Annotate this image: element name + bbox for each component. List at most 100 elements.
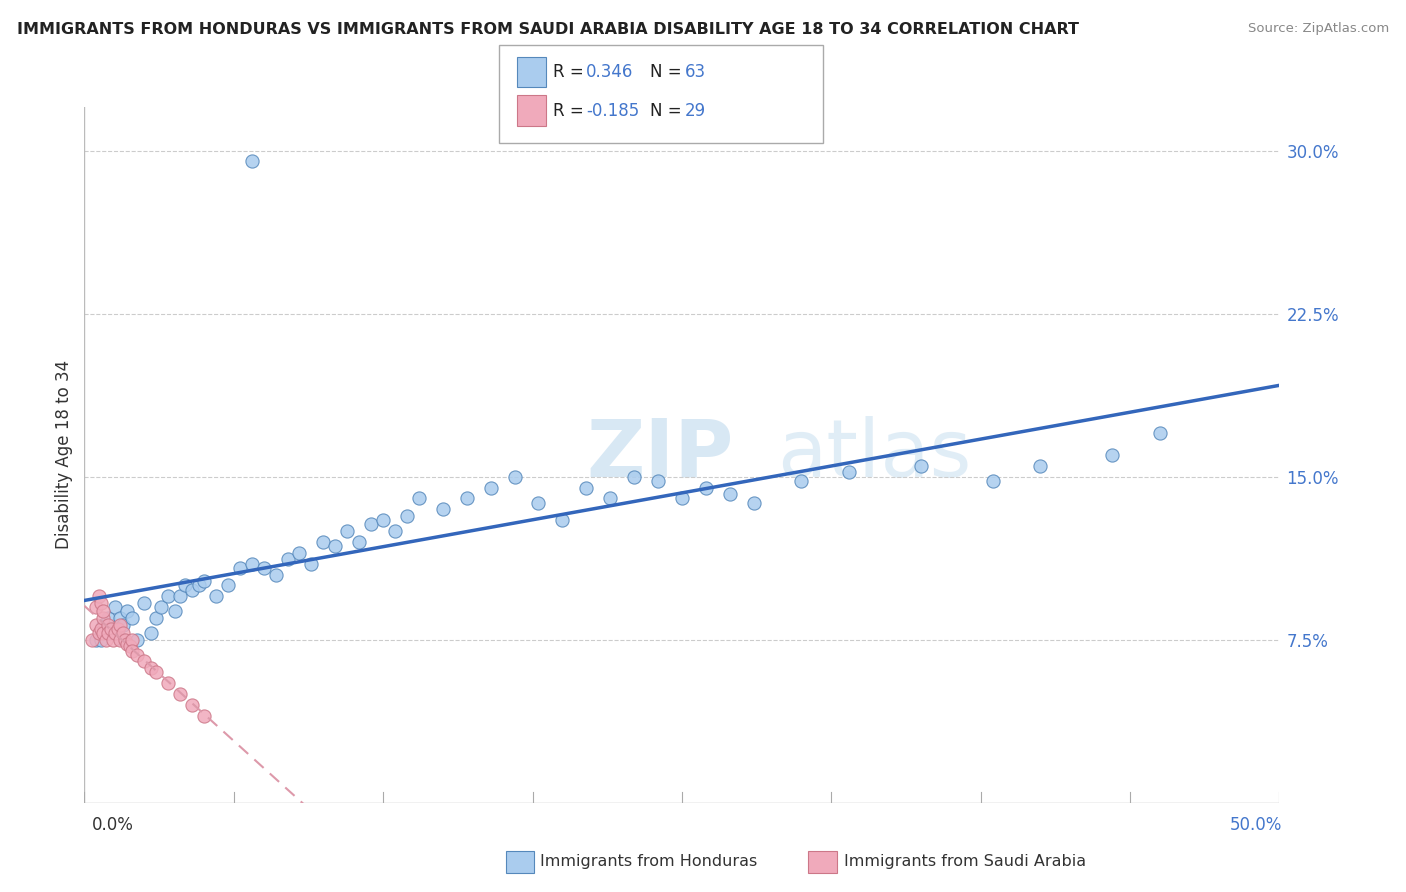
- Point: [111, 626, 134, 640]
- Point: [205, 589, 228, 603]
- Point: [90, 622, 112, 636]
- Point: [301, 557, 323, 571]
- Point: [93, 617, 115, 632]
- Point: [90, 596, 112, 610]
- Point: [1029, 458, 1052, 473]
- Point: [503, 469, 526, 483]
- Point: [742, 496, 765, 510]
- Point: [87, 589, 110, 603]
- Point: [408, 491, 430, 506]
- Point: [240, 154, 263, 169]
- Y-axis label: Disability Age 18 to 34: Disability Age 18 to 34: [55, 360, 73, 549]
- Point: [114, 632, 136, 647]
- Point: [93, 605, 115, 619]
- Text: N =: N =: [650, 102, 686, 120]
- Text: Immigrants from Honduras: Immigrants from Honduras: [540, 855, 758, 869]
- Text: R =: R =: [553, 102, 589, 120]
- Point: [90, 632, 112, 647]
- Point: [110, 611, 132, 625]
- Point: [695, 481, 717, 495]
- Point: [193, 574, 215, 588]
- Text: 50.0%: 50.0%: [1230, 816, 1282, 834]
- Text: N =: N =: [650, 63, 686, 81]
- Point: [141, 661, 163, 675]
- Point: [86, 617, 108, 632]
- Point: [228, 561, 252, 575]
- Point: [110, 617, 132, 632]
- Point: [169, 589, 191, 603]
- Point: [97, 626, 120, 640]
- Text: IMMIGRANTS FROM HONDURAS VS IMMIGRANTS FROM SAUDI ARABIA DISABILITY AGE 18 TO 34: IMMIGRANTS FROM HONDURAS VS IMMIGRANTS F…: [17, 22, 1078, 37]
- Point: [93, 611, 115, 625]
- Point: [101, 632, 124, 647]
- Point: [94, 632, 117, 647]
- Point: [117, 637, 139, 651]
- Point: [107, 622, 129, 636]
- Point: [277, 552, 299, 566]
- Text: Source: ZipAtlas.com: Source: ZipAtlas.com: [1249, 22, 1389, 36]
- Point: [623, 469, 645, 483]
- Point: [93, 626, 115, 640]
- Point: [647, 474, 669, 488]
- Point: [101, 626, 124, 640]
- Point: [479, 481, 502, 495]
- Point: [790, 474, 813, 488]
- Point: [180, 582, 202, 597]
- Point: [599, 491, 621, 506]
- Point: [527, 496, 550, 510]
- Point: [118, 639, 141, 653]
- Point: [384, 524, 406, 538]
- Point: [323, 539, 347, 553]
- Point: [575, 481, 598, 495]
- Point: [110, 632, 132, 647]
- Point: [100, 622, 122, 636]
- Point: [336, 524, 359, 538]
- Point: [173, 578, 195, 592]
- Point: [104, 626, 127, 640]
- Text: -0.185: -0.185: [586, 102, 640, 120]
- Point: [1149, 426, 1171, 441]
- Point: [180, 698, 202, 712]
- Point: [838, 466, 860, 480]
- Point: [121, 632, 143, 647]
- Point: [169, 687, 191, 701]
- Point: [97, 622, 120, 636]
- Point: [86, 632, 108, 647]
- Point: [1101, 448, 1123, 462]
- Point: [360, 517, 382, 532]
- Point: [145, 611, 167, 625]
- Point: [117, 605, 139, 619]
- Point: [981, 474, 1004, 488]
- Point: [157, 676, 180, 690]
- Point: [349, 535, 371, 549]
- Point: [110, 631, 132, 645]
- Point: [86, 600, 108, 615]
- Point: [87, 626, 110, 640]
- Text: 63: 63: [685, 63, 706, 81]
- Point: [551, 513, 574, 527]
- Point: [97, 611, 120, 625]
- Text: 29: 29: [685, 102, 706, 120]
- Point: [312, 535, 335, 549]
- Text: atlas: atlas: [778, 416, 972, 494]
- Text: 0.0%: 0.0%: [91, 816, 134, 834]
- Point: [188, 578, 211, 592]
- Point: [149, 600, 172, 615]
- Point: [104, 600, 127, 615]
- Point: [217, 578, 239, 592]
- Point: [240, 557, 263, 571]
- Point: [288, 546, 311, 560]
- Point: [125, 648, 148, 662]
- Point: [132, 596, 156, 610]
- Text: 0.346: 0.346: [586, 63, 634, 81]
- Point: [125, 632, 148, 647]
- Text: R =: R =: [553, 63, 589, 81]
- Point: [718, 487, 741, 501]
- Point: [165, 605, 187, 619]
- Point: [121, 643, 143, 657]
- Point: [671, 491, 693, 506]
- Point: [97, 617, 120, 632]
- Point: [145, 665, 167, 680]
- Point: [253, 561, 276, 575]
- Point: [910, 458, 932, 473]
